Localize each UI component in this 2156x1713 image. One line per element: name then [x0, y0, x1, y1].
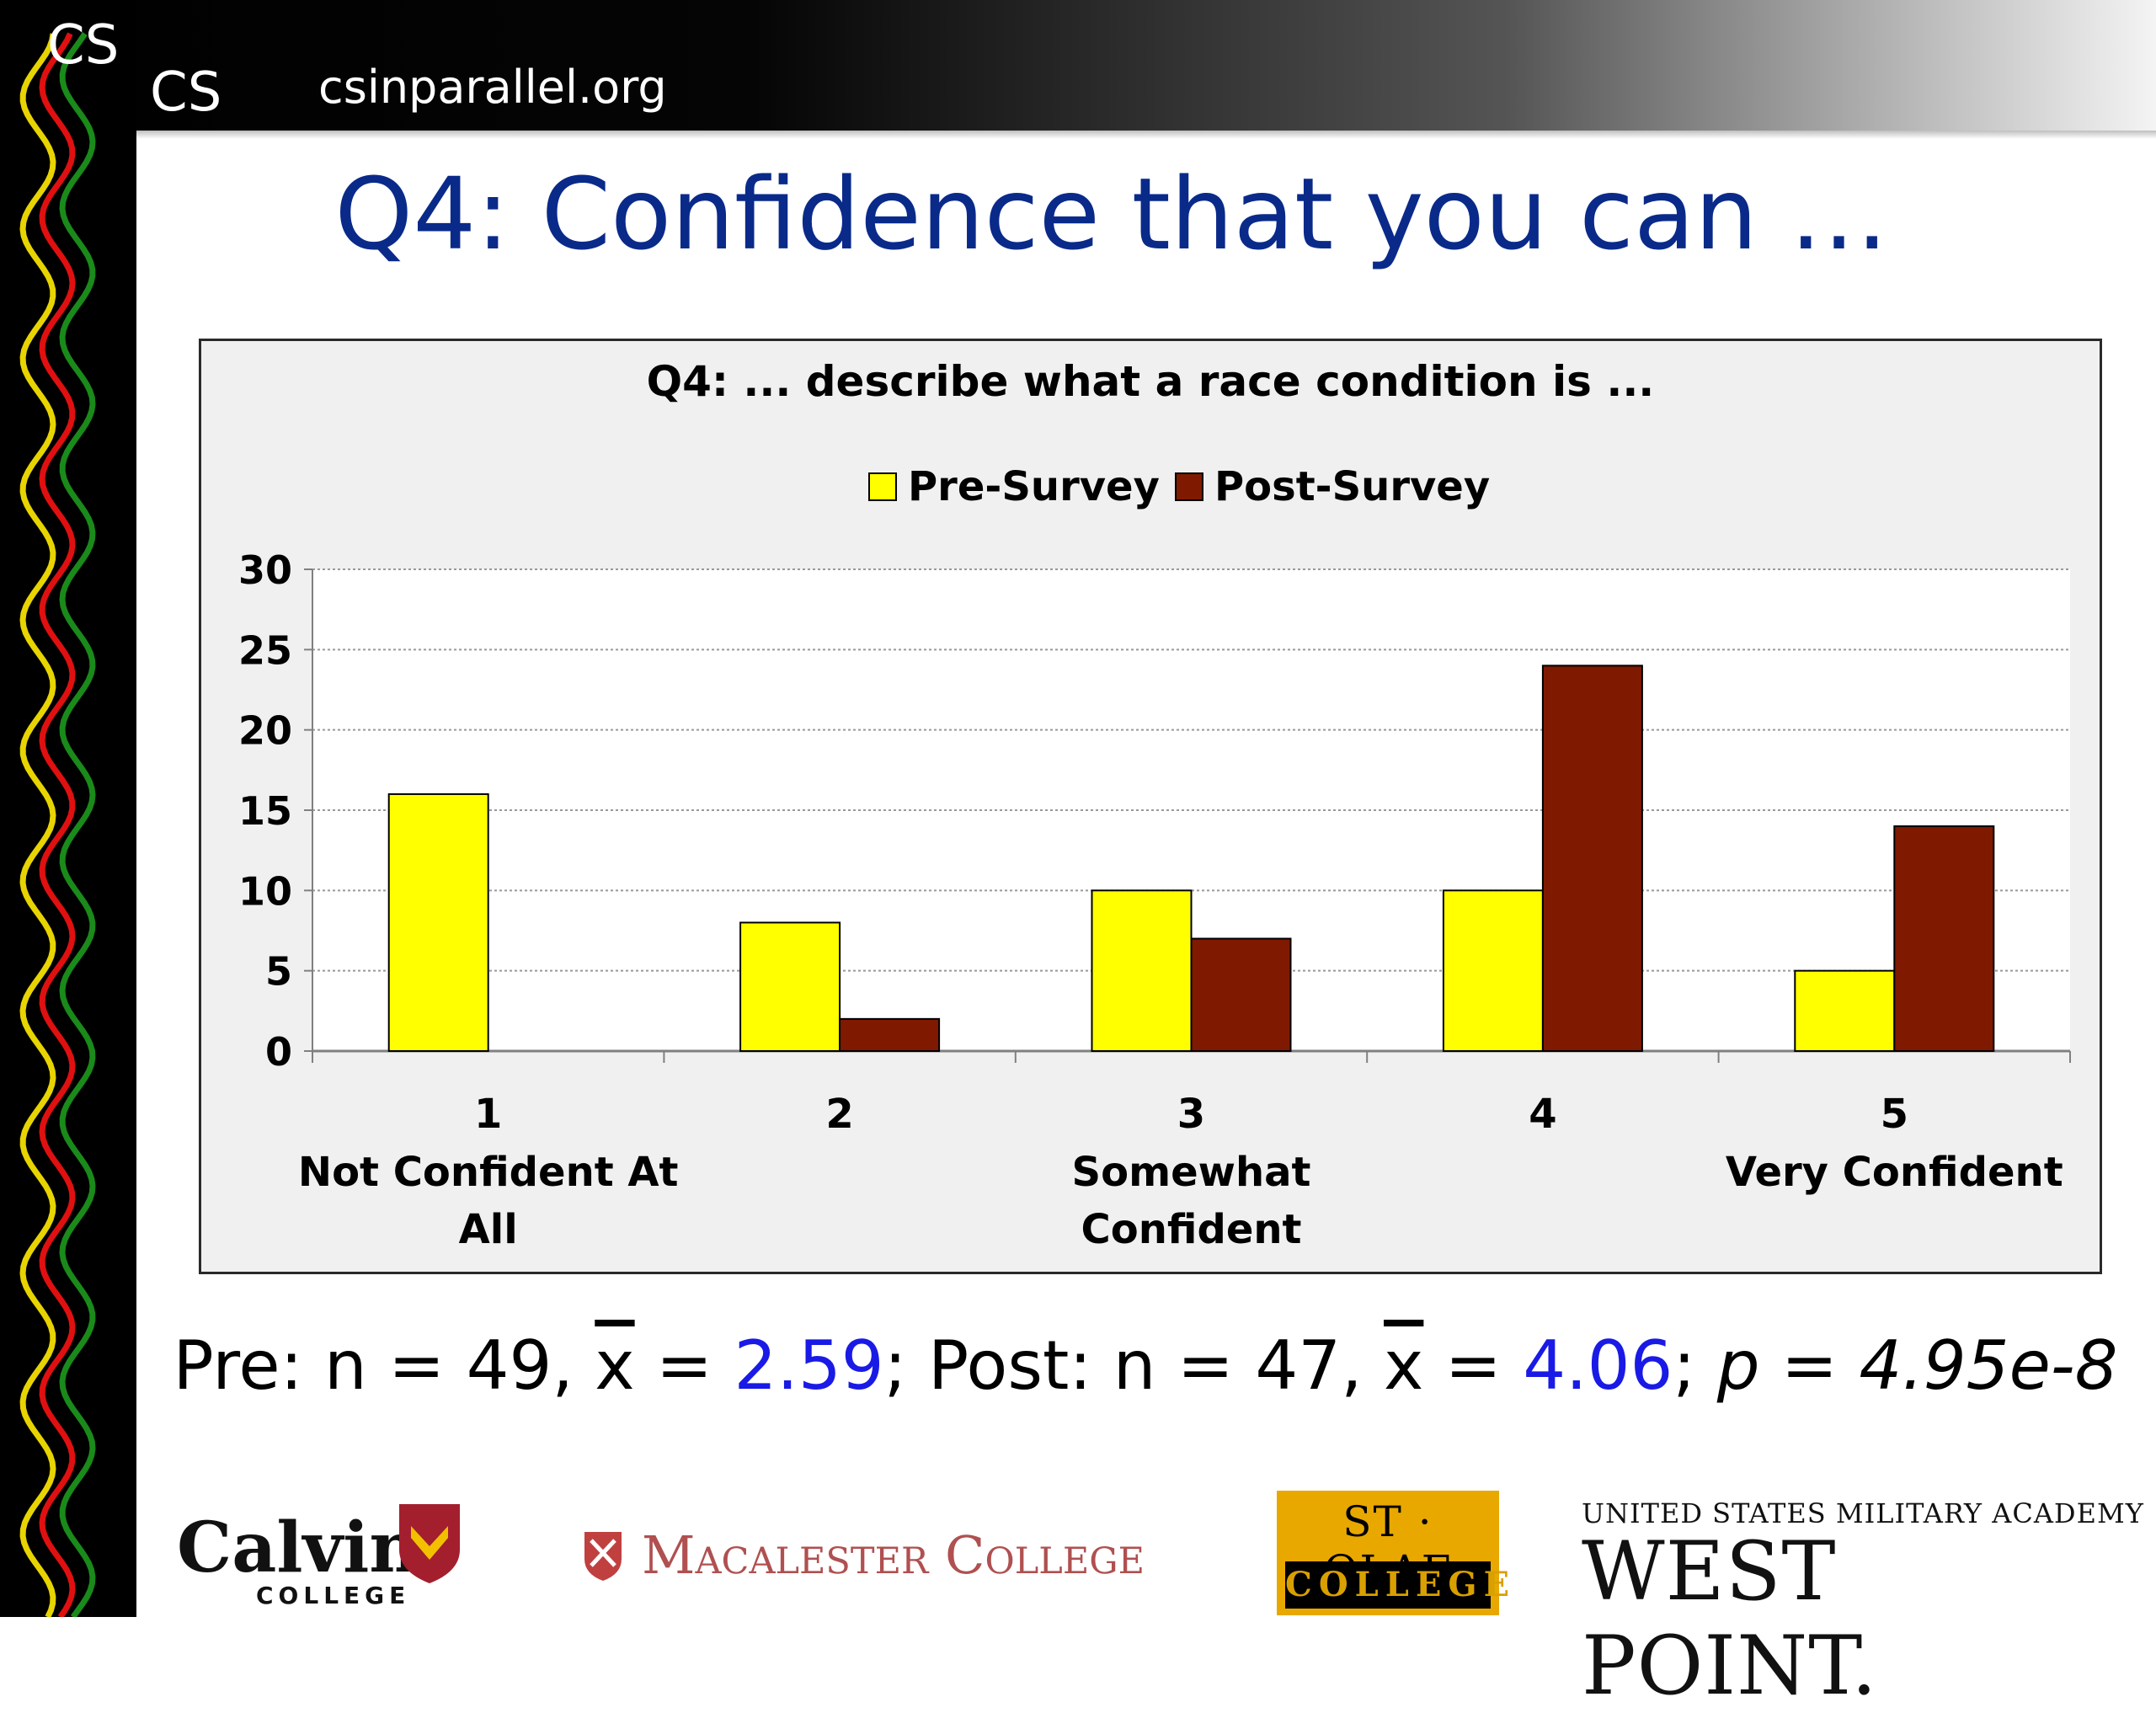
bar-post-2	[839, 1017, 941, 1052]
bar-chart: Q4: ... describe what a race condition i…	[238, 357, 2071, 1253]
x-category-desc-1-0: Not Confident At	[298, 1149, 679, 1196]
x-category-label-1: 1	[474, 1091, 502, 1138]
y-tick-label-3: 15	[238, 788, 292, 834]
header-bar	[0, 0, 2156, 131]
stats-pre: Pre: n = 49,	[173, 1326, 595, 1405]
bar-post-4	[1541, 664, 1643, 1052]
x-category-label-5: 5	[1881, 1091, 1908, 1138]
westpoint-logo-text: WEST POINT.	[1582, 1524, 1878, 1713]
macalester-logo-text: Macalester College	[642, 1524, 1145, 1586]
stats-line: Pre: n = 49, x = 2.59; Post: n = 47, x =…	[135, 1326, 2156, 1405]
chart-title: Q4: ... describe what a race condition i…	[647, 357, 1655, 406]
bar-pre-5	[1794, 969, 1896, 1053]
stolaf-logo-bottom: COLLEGE	[1285, 1561, 1509, 1609]
stats-semi: ;	[1673, 1326, 1717, 1405]
stats-eq-pre: =	[634, 1326, 734, 1405]
stats-eq-post: =	[1423, 1326, 1524, 1405]
bar-post-3	[1190, 937, 1292, 1052]
calvin-logo-text: Calvin	[177, 1508, 419, 1588]
stats-xbar-pre: x	[595, 1326, 635, 1405]
macalester-shield-icon	[584, 1532, 622, 1581]
stats-pre-mean: 2.59	[734, 1326, 884, 1405]
bar-pre-4	[1442, 889, 1544, 1052]
x-category-label-2: 2	[825, 1091, 853, 1138]
legend-label-1: Post-Survey	[1214, 463, 1490, 510]
legend-swatch-1	[1175, 472, 1203, 501]
y-tick-label-1: 5	[265, 949, 292, 995]
y-tick-label-0: 0	[265, 1029, 292, 1075]
y-tick-label-6: 30	[238, 547, 292, 593]
stats-p-value: p = 4.95e-8	[1716, 1326, 2118, 1405]
stats-xbar-post: x	[1384, 1326, 1424, 1405]
x-category-label-4: 4	[1529, 1091, 1556, 1138]
slide-title: Q4: Confidence that you can …	[334, 156, 1889, 272]
x-category-desc-5-0: Very Confident	[1726, 1149, 2063, 1196]
stats-post-mean: 4.06	[1523, 1326, 1673, 1405]
y-tick-label-2: 10	[238, 868, 292, 914]
wave-yellow	[19, 33, 56, 1617]
header-shadow	[135, 131, 2156, 139]
bar-post-5	[1893, 825, 1995, 1052]
legend-swatch-0	[868, 472, 897, 501]
bar-pre-2	[739, 921, 841, 1053]
calvin-shield-icon	[399, 1504, 460, 1583]
x-category-desc-3-1: Confident	[1081, 1206, 1302, 1253]
bar-pre-1	[387, 792, 489, 1053]
x-category-desc-3-0: Somewhat	[1072, 1149, 1311, 1196]
wave-green	[59, 32, 96, 1617]
wave-decoration	[19, 32, 96, 1617]
logo-cs-bottom: CS	[150, 61, 222, 124]
y-tick-label-4: 20	[238, 708, 292, 754]
site-url[interactable]: csinparallel.org	[318, 61, 667, 114]
bar-pre-3	[1091, 889, 1193, 1052]
stats-sep: ; Post: n = 47,	[883, 1326, 1385, 1405]
x-category-desc-1-1: All	[459, 1206, 518, 1253]
legend-label-0: Pre-Survey	[908, 463, 1160, 510]
wave-red	[39, 32, 76, 1617]
y-tick-label-5: 25	[238, 627, 292, 673]
logo-cs-top: CS	[47, 14, 120, 77]
calvin-logo-sub: COLLEGE	[256, 1582, 411, 1609]
x-category-label-3: 3	[1177, 1091, 1205, 1138]
westpoint-logo-top: UNITED STATES MILITARY ACADEMY	[1582, 1497, 2144, 1529]
